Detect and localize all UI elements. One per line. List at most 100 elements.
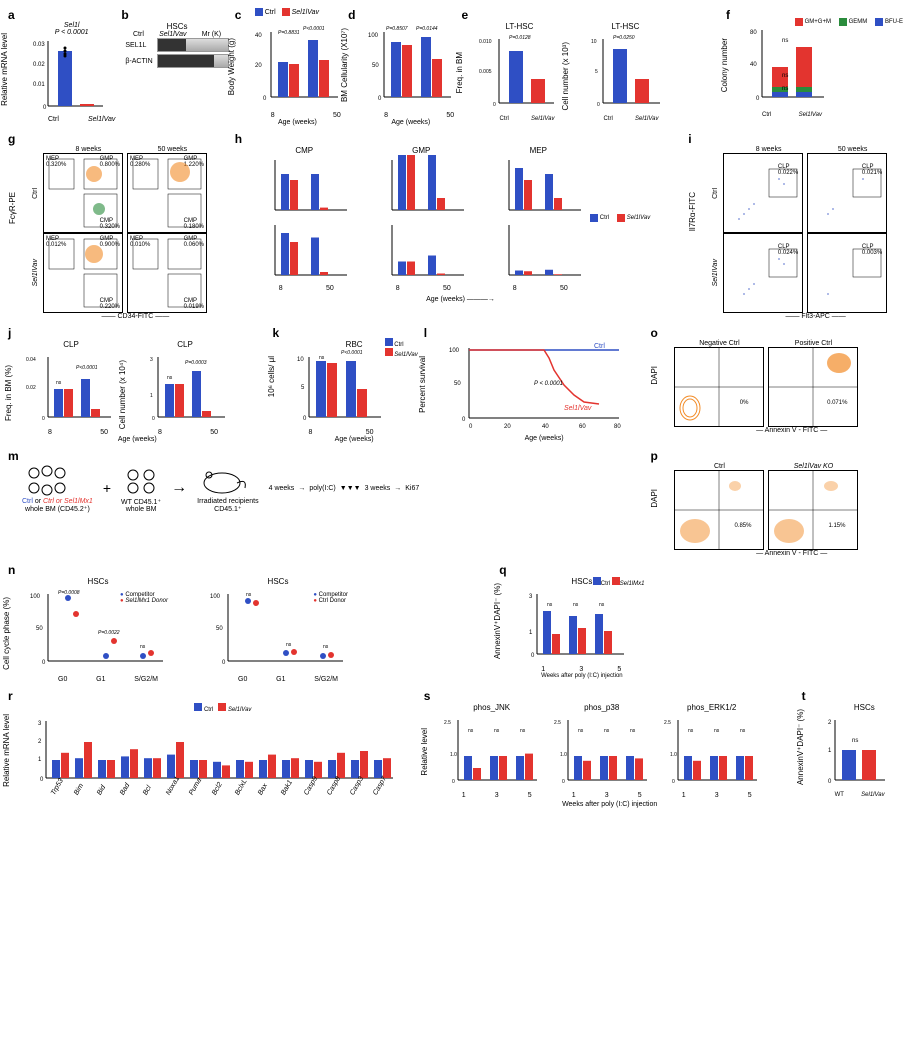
s-subpanel-2: phos_ERK1/2 nsnsns 2.51.00 135 (658, 703, 762, 799)
c-leg1: Sel1lVav (292, 9, 319, 16)
k-ylabel: 10⁶ cells/ μl (267, 356, 276, 397)
svg-text:1.0: 1.0 (560, 752, 567, 758)
svg-text:0: 0 (42, 416, 45, 422)
panel-a-gene: Sel1l (28, 22, 115, 29)
svg-text:0: 0 (756, 96, 760, 102)
western-blot: SEL1L β-ACTIN (125, 38, 228, 68)
panel-l: l Ctrl Sel1lVav P < 0.0001 100500 020406… (424, 326, 645, 443)
i-facs-0: CLP0.022% (723, 153, 803, 233)
e-right-ylabel: Cell number (x 10³) (561, 42, 570, 110)
m-s3: 3 weeks (365, 485, 391, 492)
b-marker: Mr (K) (202, 31, 221, 38)
tx0: WT (835, 792, 844, 798)
m-d1s: whole BM (CD45.2⁺) (22, 505, 93, 513)
svg-text:100: 100 (449, 348, 460, 354)
svg-text:0: 0 (462, 417, 466, 423)
svg-text:0: 0 (42, 660, 46, 666)
q-leg1: Sel1lMx1 (620, 581, 645, 587)
panel-d: d 100500 P=0.8507P=0.0144 BM Cellularity… (348, 8, 455, 126)
h-leg0: Ctrl (600, 215, 609, 221)
qx0: 1 (541, 666, 545, 673)
panel-s-label: s (424, 689, 431, 703)
j-left: nsP<0.0001 0.040.020 (26, 349, 116, 429)
r-leg1: Sel1lVav (228, 707, 251, 713)
q-leg0: Ctrl (601, 581, 610, 587)
i-row0: Ctrl (712, 188, 719, 199)
svg-text:0.03: 0.03 (33, 42, 45, 48)
svg-text:ns: ns (688, 728, 694, 734)
d-xlabel: Age (weeks) (366, 119, 455, 126)
svg-text:ns: ns (578, 728, 584, 734)
q-chart: nsnsns 310 (519, 586, 629, 666)
panel-t: t HSCs ns 210 AnnexinV⁺DAPI⁻ (%) WTSel1l… (802, 689, 909, 823)
e-x1: Sel1lVav (531, 116, 554, 122)
svg-text:ns: ns (599, 602, 605, 608)
panel-a: a Sel1l P < 0.0001 0.030.020.010 Relativ… (8, 8, 115, 126)
svg-text:P=0.0003: P=0.0003 (185, 360, 207, 366)
m-recipient: Irradiated recipientsCD45.1⁺ (197, 463, 258, 513)
t-title: HSCs (820, 703, 909, 712)
svg-text:50: 50 (372, 63, 379, 69)
p-col1: Sel1lVav KO (768, 463, 858, 470)
panel-o-label: o (650, 326, 657, 340)
svg-text:ns: ns (56, 380, 62, 386)
e-title1: LT-HSC (479, 22, 559, 31)
nx2: S/G2/M (134, 676, 158, 683)
svg-text:0: 0 (40, 777, 44, 783)
svg-text:100: 100 (30, 594, 41, 600)
p-g1: 1.15% (828, 523, 845, 529)
panel-r: r Ctrl Sel1lVav 3210 Relative mRNA level… (8, 689, 418, 823)
q-xlabel: Weeks after poly (I:C) injection (519, 673, 644, 679)
j-right-yl: Cell number (x 10⁴) (118, 360, 127, 429)
svg-text:2.5: 2.5 (554, 720, 561, 726)
g-col1: 50 weeks (132, 146, 212, 153)
panel-a-chart: 0.030.020.010 (28, 36, 108, 116)
svg-text:1.0: 1.0 (670, 752, 677, 758)
svg-text:0.04: 0.04 (26, 357, 36, 363)
e-x2: Ctrl (603, 116, 612, 122)
o-xaxis: Annexin V - FITC (765, 427, 819, 434)
svg-text:3: 3 (38, 721, 42, 727)
panel-m: m Ctrl or Ctrl or Sel1lMx1 whole BM (CD4… (8, 449, 644, 557)
panel-h-label: h (235, 132, 242, 146)
kx0: 8 (309, 429, 313, 436)
svg-text:2.5: 2.5 (664, 720, 671, 726)
panel-b: b HSCs CtrlSel1lVavMr (K) SEL1L β-ACTIN (121, 8, 228, 126)
svg-text:ns: ns (782, 73, 788, 79)
f-leg1: GEMM (849, 19, 868, 25)
t-chart: ns 210 (820, 712, 890, 792)
kx1: 50 (366, 429, 374, 436)
svg-text:0: 0 (222, 660, 226, 666)
k-xlabel: Age (weeks) (291, 436, 418, 443)
svg-text:0: 0 (562, 779, 565, 785)
svg-text:ns: ns (167, 375, 173, 381)
svg-text:ns: ns (573, 602, 579, 608)
svg-text:50: 50 (454, 381, 461, 387)
panel-f: f GM+G+M GEMM BFU-E 80400 nsnsns Colony … (726, 8, 909, 126)
svg-text:100: 100 (210, 594, 221, 600)
g-row1: Sel1lVav (32, 259, 39, 286)
m-d2: WT CD45.1⁺ (121, 498, 161, 506)
b-lane1: Sel1lVav (159, 31, 186, 38)
n-title2: HSCs (208, 577, 348, 586)
svg-text:P < 0.0001: P < 0.0001 (534, 381, 563, 387)
c-leg0: Ctrl (265, 9, 276, 16)
o-col1: Positive Ctrl (768, 340, 858, 347)
svg-text:0.02: 0.02 (33, 62, 45, 68)
svg-text:1: 1 (38, 757, 42, 763)
p-xaxis: Annexin V - FITC (765, 550, 819, 557)
e-title2: LT-HSC (585, 22, 665, 31)
panel-c: c CtrlSel1lVav 40200 P=0.8831P<0.0001 Bo… (235, 8, 342, 126)
nx3: G0 (238, 676, 247, 683)
svg-text:P=0.0128: P=0.0128 (509, 35, 531, 41)
jx2: 8 (158, 429, 162, 436)
svg-text:40: 40 (750, 62, 757, 68)
svg-text:20: 20 (255, 63, 262, 69)
f-ylabel: Colony number (720, 38, 729, 92)
f-leg0: GM+G+M (805, 19, 831, 25)
f-x1: Sel1lVav (799, 112, 822, 118)
panel-d-chart: 100500 P=0.8507P=0.0144 (366, 22, 456, 112)
n-title1: HSCs (28, 577, 168, 586)
h-subpanel-GMP: GMP 850 (356, 146, 469, 292)
svg-text:3: 3 (150, 357, 153, 363)
